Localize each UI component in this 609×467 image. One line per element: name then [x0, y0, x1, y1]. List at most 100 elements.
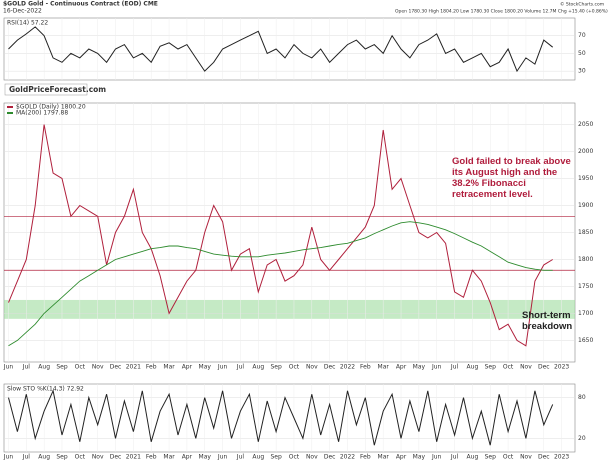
x-tick-label: Jun: [3, 454, 14, 461]
panel-label: Slow STO %K(14,3) 72.92: [7, 386, 84, 393]
x-tick-label: Mar: [378, 454, 390, 461]
x-tick-label: Sep: [270, 364, 282, 371]
x-tick-label: Aug: [252, 454, 264, 461]
series-line: [8, 124, 553, 347]
support-band: [4, 299, 575, 319]
x-tick-label: May: [413, 364, 426, 371]
x-tick-label: Aug: [252, 364, 264, 371]
chart-title: $GOLD Gold - Continuous Contract (EOD) C…: [3, 1, 158, 8]
x-tick-label: Jul: [450, 364, 459, 371]
x-tick-label: Mar: [163, 364, 175, 371]
x-tick-label: Dec: [538, 364, 550, 371]
x-tick-label: May: [413, 454, 426, 461]
panel: [3, 17, 576, 81]
y-tick-label: 1850: [578, 229, 593, 236]
annotation: Short-term breakdown: [522, 310, 573, 332]
x-tick-label: Dec: [110, 454, 122, 461]
x-tick-label: Sep: [56, 364, 68, 371]
x-tick-label: Jul: [450, 454, 459, 461]
x-tick-label: Jun: [431, 364, 442, 371]
x-tick-label: 2021: [126, 364, 141, 371]
quote: Open 1780.30 High 1804.20 Low 1780.30 Cl…: [395, 9, 608, 15]
y-tick-label: 80: [578, 394, 586, 401]
x-tick-label: Oct: [289, 364, 300, 371]
x-tick-label: May: [199, 454, 212, 461]
x-tick-label: May: [199, 364, 212, 371]
y-tick-label: 1950: [578, 175, 593, 182]
x-tick-label: Mar: [378, 364, 390, 371]
x-tick-label: 2022: [340, 454, 355, 461]
x-tick-label: Nov: [520, 364, 532, 371]
x-tick-label: Feb: [360, 454, 371, 461]
x-tick-label: Aug: [467, 364, 479, 371]
y-tick-label: 1900: [578, 202, 593, 209]
y-tick-label: 50: [578, 50, 586, 57]
y-tick-label: 1800: [578, 256, 593, 263]
x-tick-label: Dec: [324, 364, 336, 371]
brand: GoldPriceForecast.com: [9, 85, 106, 94]
x-tick-label: Nov: [520, 454, 532, 461]
legend-swatch: [7, 106, 13, 108]
x-tick-label: Feb: [360, 364, 371, 371]
series-line: [8, 389, 554, 446]
x-tick-label: Oct: [75, 364, 86, 371]
y-tick-label: 2000: [578, 148, 593, 155]
date: 16-Dec-2022: [3, 8, 42, 15]
x-tick-label: Apr: [396, 454, 407, 461]
panel-label: RSI(14) 57.22: [7, 20, 48, 27]
x-tick-label: Oct: [75, 454, 86, 461]
x-tick-label: Aug: [467, 454, 479, 461]
x-tick-label: Dec: [110, 364, 122, 371]
x-tick-label: Sep: [56, 454, 68, 461]
x-tick-label: 2023: [554, 364, 569, 371]
x-tick-label: Jul: [22, 454, 31, 461]
x-tick-label: Feb: [146, 364, 157, 371]
annotation: Gold failed to break above its August hi…: [452, 156, 571, 200]
x-tick-label: 2021: [126, 454, 141, 461]
y-tick-label: 2050: [578, 121, 593, 128]
legend-label: MA(200) 1797.88: [16, 110, 68, 117]
x-tick-label: Dec: [324, 454, 336, 461]
brand-box: [4, 83, 88, 96]
y-tick-label: 70: [578, 32, 586, 39]
x-tick-label: 2022: [340, 364, 355, 371]
x-tick-label: Dec: [538, 454, 550, 461]
y-tick-label: 20: [578, 435, 586, 442]
x-tick-label: Jun: [3, 364, 14, 371]
x-tick-label: Jun: [217, 364, 228, 371]
x-tick-label: Oct: [289, 454, 300, 461]
x-tick-label: Sep: [270, 454, 282, 461]
x-tick-label: Oct: [503, 454, 514, 461]
x-tick-label: Aug: [38, 364, 50, 371]
x-tick-label: Mar: [163, 454, 175, 461]
y-tick-label: 1750: [578, 283, 593, 290]
x-tick-label: Sep: [485, 454, 497, 461]
y-tick-label: 1700: [578, 310, 593, 317]
x-tick-label: Jul: [236, 454, 245, 461]
legend-swatch: [7, 112, 13, 114]
credit: © StockCharts.com: [560, 1, 604, 8]
x-tick-label: Apr: [182, 454, 193, 461]
series-line: [8, 221, 553, 347]
x-tick-label: Nov: [306, 364, 318, 371]
x-tick-label: Feb: [146, 454, 157, 461]
x-tick-label: 2023: [554, 454, 569, 461]
x-tick-label: Jul: [236, 364, 245, 371]
x-tick-label: Apr: [182, 364, 193, 371]
x-tick-label: Jun: [431, 454, 442, 461]
x-tick-label: Sep: [485, 364, 497, 371]
legend-label: $GOLD (Daily) 1800.20: [16, 104, 86, 111]
x-tick-label: Jul: [22, 364, 31, 371]
y-tick-label: 1650: [578, 337, 593, 344]
series-line: [8, 26, 554, 73]
y-tick-label: 30: [578, 68, 586, 75]
x-tick-label: Oct: [503, 364, 514, 371]
x-tick-label: Jun: [217, 454, 228, 461]
x-tick-label: Apr: [396, 364, 407, 371]
x-tick-label: Aug: [38, 454, 50, 461]
x-tick-label: Nov: [92, 454, 104, 461]
x-tick-label: Nov: [92, 364, 104, 371]
x-tick-label: Nov: [306, 454, 318, 461]
